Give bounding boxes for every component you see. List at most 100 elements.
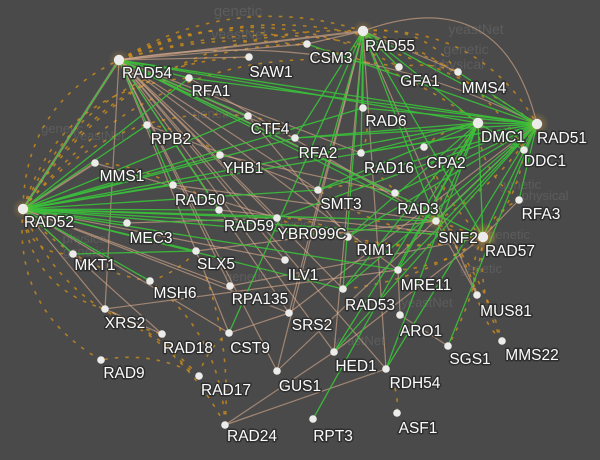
node-RIM1[interactable] bbox=[344, 233, 352, 241]
edge-DMC1-RIM1 bbox=[347, 122, 479, 238]
node-RAD57[interactable] bbox=[477, 231, 489, 243]
node-RPA135[interactable] bbox=[226, 282, 234, 290]
node-SMT3[interactable] bbox=[314, 186, 322, 194]
node-RAD6[interactable] bbox=[359, 104, 367, 112]
edge-RAD54-RFA1 bbox=[118, 59, 190, 79]
edge-RAD51-RFA3 bbox=[518, 123, 538, 201]
node-MMS4[interactable] bbox=[454, 68, 462, 76]
node-ARO1[interactable] bbox=[396, 311, 404, 319]
node-RDH54[interactable] bbox=[382, 365, 390, 373]
node-label-MMS22: MMS22 bbox=[505, 347, 558, 364]
node-MMS22[interactable] bbox=[498, 337, 506, 345]
node-RAD59[interactable] bbox=[215, 206, 223, 214]
node-GUS1[interactable] bbox=[273, 367, 281, 375]
node-RAD50[interactable] bbox=[169, 181, 177, 189]
edge-RAD24-HED1 bbox=[224, 351, 335, 426]
node-RAD54[interactable] bbox=[113, 54, 125, 66]
node-RAD3[interactable] bbox=[391, 189, 399, 197]
edge-RAD52-RAD57 bbox=[22, 208, 484, 238]
node-SGS1[interactable] bbox=[444, 342, 452, 350]
node-label-DMC1: DMC1 bbox=[481, 129, 525, 146]
edge-RAD54-CST9 bbox=[118, 59, 230, 334]
edge-RAD55-RDH54 bbox=[362, 30, 387, 370]
node-RAD17[interactable] bbox=[195, 372, 203, 380]
edge-XRS2-MRE11 bbox=[104, 269, 399, 310]
edge-MMS1-YBR099C bbox=[94, 162, 278, 219]
edge-DMC1-RAD53 bbox=[342, 122, 479, 290]
node-SAW1[interactable] bbox=[245, 53, 253, 61]
edge-RAD52-CTF4 bbox=[22, 113, 249, 210]
node-label-RAD3: RAD3 bbox=[397, 201, 438, 218]
edge-RAD6-RAD16 bbox=[360, 107, 368, 154]
node-label-YHB1: YHB1 bbox=[223, 160, 264, 177]
edge-RAD51-RAD16 bbox=[360, 123, 538, 154]
node-MSH6[interactable] bbox=[146, 277, 154, 285]
watermark-text: yeastNet bbox=[333, 333, 385, 348]
node-label-RAD9: RAD9 bbox=[103, 365, 144, 382]
edge-SRS2-RAD51 bbox=[288, 123, 538, 314]
edge-RAD52-RPB2 bbox=[22, 124, 148, 210]
node-label-RPT3: RPT3 bbox=[313, 428, 353, 445]
node-SLX5[interactable] bbox=[192, 247, 200, 255]
edge-RAD24-RDH54 bbox=[224, 368, 387, 426]
node-RAD18[interactable] bbox=[158, 330, 166, 338]
edge-RAD52-RIM1 bbox=[22, 208, 349, 238]
node-RFA1[interactable] bbox=[185, 74, 193, 82]
edge-RAD52-RAD59 bbox=[22, 208, 220, 211]
node-MRE11[interactable] bbox=[394, 266, 402, 274]
node-label-YBR099C: YBR099C bbox=[278, 226, 347, 243]
node-GFA1[interactable] bbox=[395, 63, 403, 71]
node-RAD24[interactable] bbox=[221, 421, 229, 429]
node-CTF4[interactable] bbox=[244, 112, 252, 120]
node-RPT3[interactable] bbox=[309, 415, 317, 423]
node-label-RAD54: RAD54 bbox=[122, 65, 172, 82]
node-RAD16[interactable] bbox=[357, 149, 365, 157]
node-YBR099C[interactable] bbox=[273, 214, 281, 222]
edge-RAD54-RAD55 bbox=[118, 30, 364, 61]
node-CPA2[interactable] bbox=[420, 143, 428, 151]
node-DDC1[interactable] bbox=[520, 146, 528, 154]
node-RFA2[interactable] bbox=[291, 134, 299, 142]
edge-RAD52-MRE11 bbox=[22, 208, 399, 271]
node-label-ASF1: ASF1 bbox=[399, 420, 438, 437]
node-RFA3[interactable] bbox=[515, 196, 523, 204]
node-CSM3[interactable] bbox=[303, 40, 311, 48]
edge-RAD54-RAD55 bbox=[118, 15, 364, 61]
node-label-RAD18: RAD18 bbox=[163, 340, 213, 357]
node-SRS2[interactable] bbox=[285, 309, 293, 317]
edge-MMS1-RAD50 bbox=[94, 162, 174, 186]
node-RAD9[interactable] bbox=[97, 356, 105, 364]
node-RAD53[interactable] bbox=[339, 285, 347, 293]
edge-RAD59-RAD57 bbox=[218, 209, 484, 238]
edge-RAD54-YHB1 bbox=[118, 59, 221, 156]
node-ILV1[interactable] bbox=[281, 256, 289, 264]
node-MMS1[interactable] bbox=[91, 159, 99, 167]
node-RAD52[interactable] bbox=[17, 203, 29, 215]
edge-RAD52-SMT3 bbox=[22, 189, 319, 210]
node-HED1[interactable] bbox=[330, 348, 338, 356]
node-SNF2[interactable] bbox=[432, 217, 440, 225]
edge-RAD51-RDH54 bbox=[385, 123, 538, 370]
node-YHB1[interactable] bbox=[216, 151, 224, 159]
edge-RAD54-RAD16 bbox=[118, 59, 362, 154]
edge-DMC1-RAD57 bbox=[477, 122, 484, 238]
node-ASF1[interactable] bbox=[393, 409, 401, 417]
edge-RAD52-RAD53 bbox=[22, 208, 344, 290]
node-label-RAD59: RAD59 bbox=[224, 218, 274, 235]
node-RAD51[interactable] bbox=[531, 118, 543, 130]
watermark-text: genetic bbox=[193, 106, 235, 121]
watermark-text: genetic bbox=[488, 227, 530, 242]
edge-RAD54-RAD51 bbox=[118, 49, 538, 125]
node-MEC3[interactable] bbox=[123, 219, 131, 227]
edge-HED1-RAD57 bbox=[333, 236, 484, 353]
node-RPB2[interactable] bbox=[143, 121, 151, 129]
node-RAD55[interactable] bbox=[357, 25, 369, 37]
node-XRS2[interactable] bbox=[101, 305, 109, 313]
node-CST9[interactable] bbox=[225, 329, 233, 337]
node-MKT1[interactable] bbox=[69, 250, 77, 258]
edge-DMC1-RFA2 bbox=[294, 122, 479, 139]
node-MUS81[interactable] bbox=[473, 291, 481, 299]
node-label-ILV1: ILV1 bbox=[288, 267, 319, 284]
node-DMC1[interactable] bbox=[472, 117, 484, 129]
